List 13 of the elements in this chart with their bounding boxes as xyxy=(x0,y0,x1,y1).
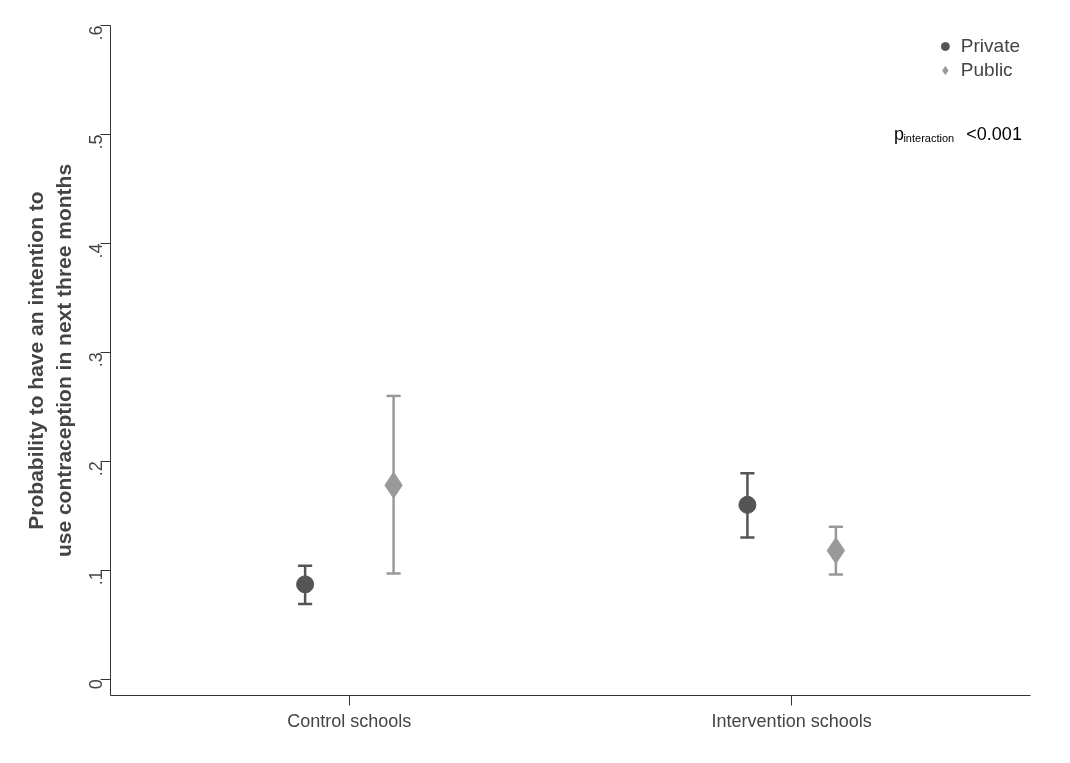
y-tick-label: .5 xyxy=(86,134,106,150)
y-tick-label: .2 xyxy=(86,461,106,477)
y-tick-label: .4 xyxy=(86,243,106,259)
annotation: pinteraction<0.001 xyxy=(894,124,1022,145)
y-axis-title: Probability to have an intention to use contraception in next three months xyxy=(23,163,75,558)
x-tick-label: Control schools xyxy=(287,710,412,731)
legend-label: Private xyxy=(960,35,1020,57)
x-tick-label: Intervention schools xyxy=(711,710,872,731)
legend-label: Public xyxy=(960,59,1013,81)
y-tick-label: .1 xyxy=(86,570,106,586)
y-tick-label: .3 xyxy=(86,352,106,368)
y-tick-label: 0 xyxy=(86,679,106,690)
y-tick-label: .6 xyxy=(86,25,106,41)
